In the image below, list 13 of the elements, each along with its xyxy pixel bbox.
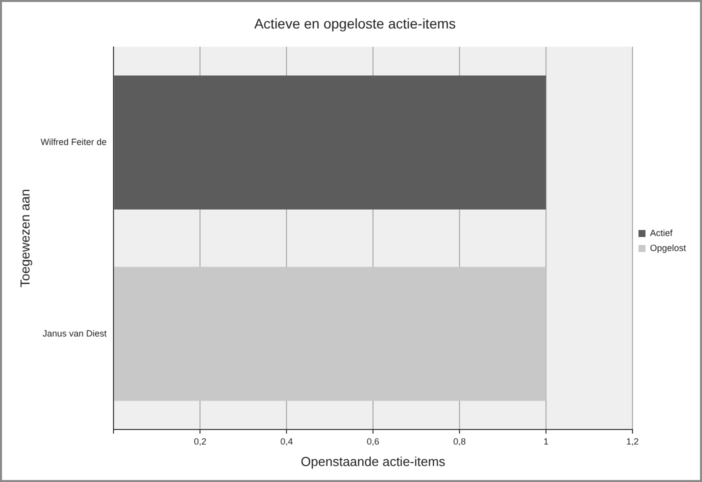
y-tick-label: Wilfred Feiter de xyxy=(40,136,107,147)
x-tick-label: 0,2 xyxy=(194,436,206,446)
y-axis-title: Toegewezen aan xyxy=(17,189,32,288)
x-tick-label: 1,2 xyxy=(626,436,639,446)
x-tick-label: 0,6 xyxy=(366,436,380,446)
x-tick-label: 0,4 xyxy=(280,436,293,446)
legend-label: Actief xyxy=(650,228,673,238)
x-tick-label: 0,8 xyxy=(453,436,466,446)
legend-label: Opgelost xyxy=(650,242,686,253)
chart-title: Actieve en opgeloste actie-items xyxy=(254,15,456,32)
x-axis-title: Openstaande actie-items xyxy=(300,454,446,469)
x-tick-label: 1 xyxy=(543,436,549,446)
y-tick-label: Janus van Diest xyxy=(42,328,108,338)
